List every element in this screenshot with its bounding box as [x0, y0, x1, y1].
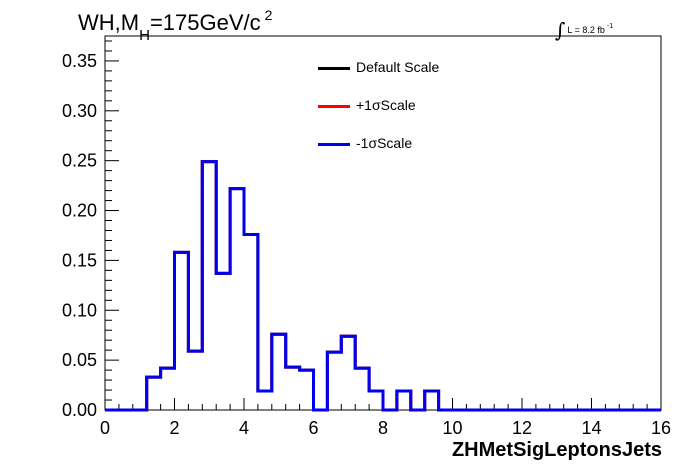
y-tick-label: 0.15: [62, 250, 97, 270]
legend-label-default: Default Scale: [356, 59, 440, 75]
histogram-series-2: [105, 160, 661, 412]
y-tick-label: 0.05: [62, 350, 97, 370]
integral-symbol: ∫: [555, 18, 566, 42]
legend-swatch-plus-sigma: [318, 105, 350, 108]
luminosity-label: ∫ L = 8.2 fb -1: [555, 18, 614, 42]
x-tick-label: 0: [100, 418, 110, 438]
x-tick-label: 12: [512, 418, 532, 438]
legend-label-minus-sigma: -1σScale: [356, 135, 413, 151]
x-tick-label: 16: [651, 418, 671, 438]
x-tick-label: 4: [239, 418, 249, 438]
x-tick-label: 14: [581, 418, 601, 438]
chart-title: WH,MH=175GeV/c 2: [78, 7, 273, 44]
x-tick-label: 2: [169, 418, 179, 438]
x-tick-label: 8: [378, 418, 388, 438]
y-tick-label: 0.00: [62, 400, 97, 420]
legend-swatch-minus-sigma: [318, 143, 350, 146]
x-tick-label: 10: [442, 418, 462, 438]
legend-label-plus-sigma: +1σScale: [356, 97, 416, 113]
x-axis-title: ZHMetSigLeptonsJets: [451, 439, 662, 461]
y-tick-label: 0.20: [62, 201, 97, 221]
x-tick-label: 6: [308, 418, 318, 438]
legend-swatch-default: [318, 67, 350, 70]
y-tick-label: 0.10: [62, 300, 97, 320]
y-tick-label: 0.35: [62, 51, 97, 71]
y-tick-label: 0.30: [62, 101, 97, 121]
plot-frame: [104, 35, 662, 411]
y-tick-label: 0.25: [62, 151, 97, 171]
